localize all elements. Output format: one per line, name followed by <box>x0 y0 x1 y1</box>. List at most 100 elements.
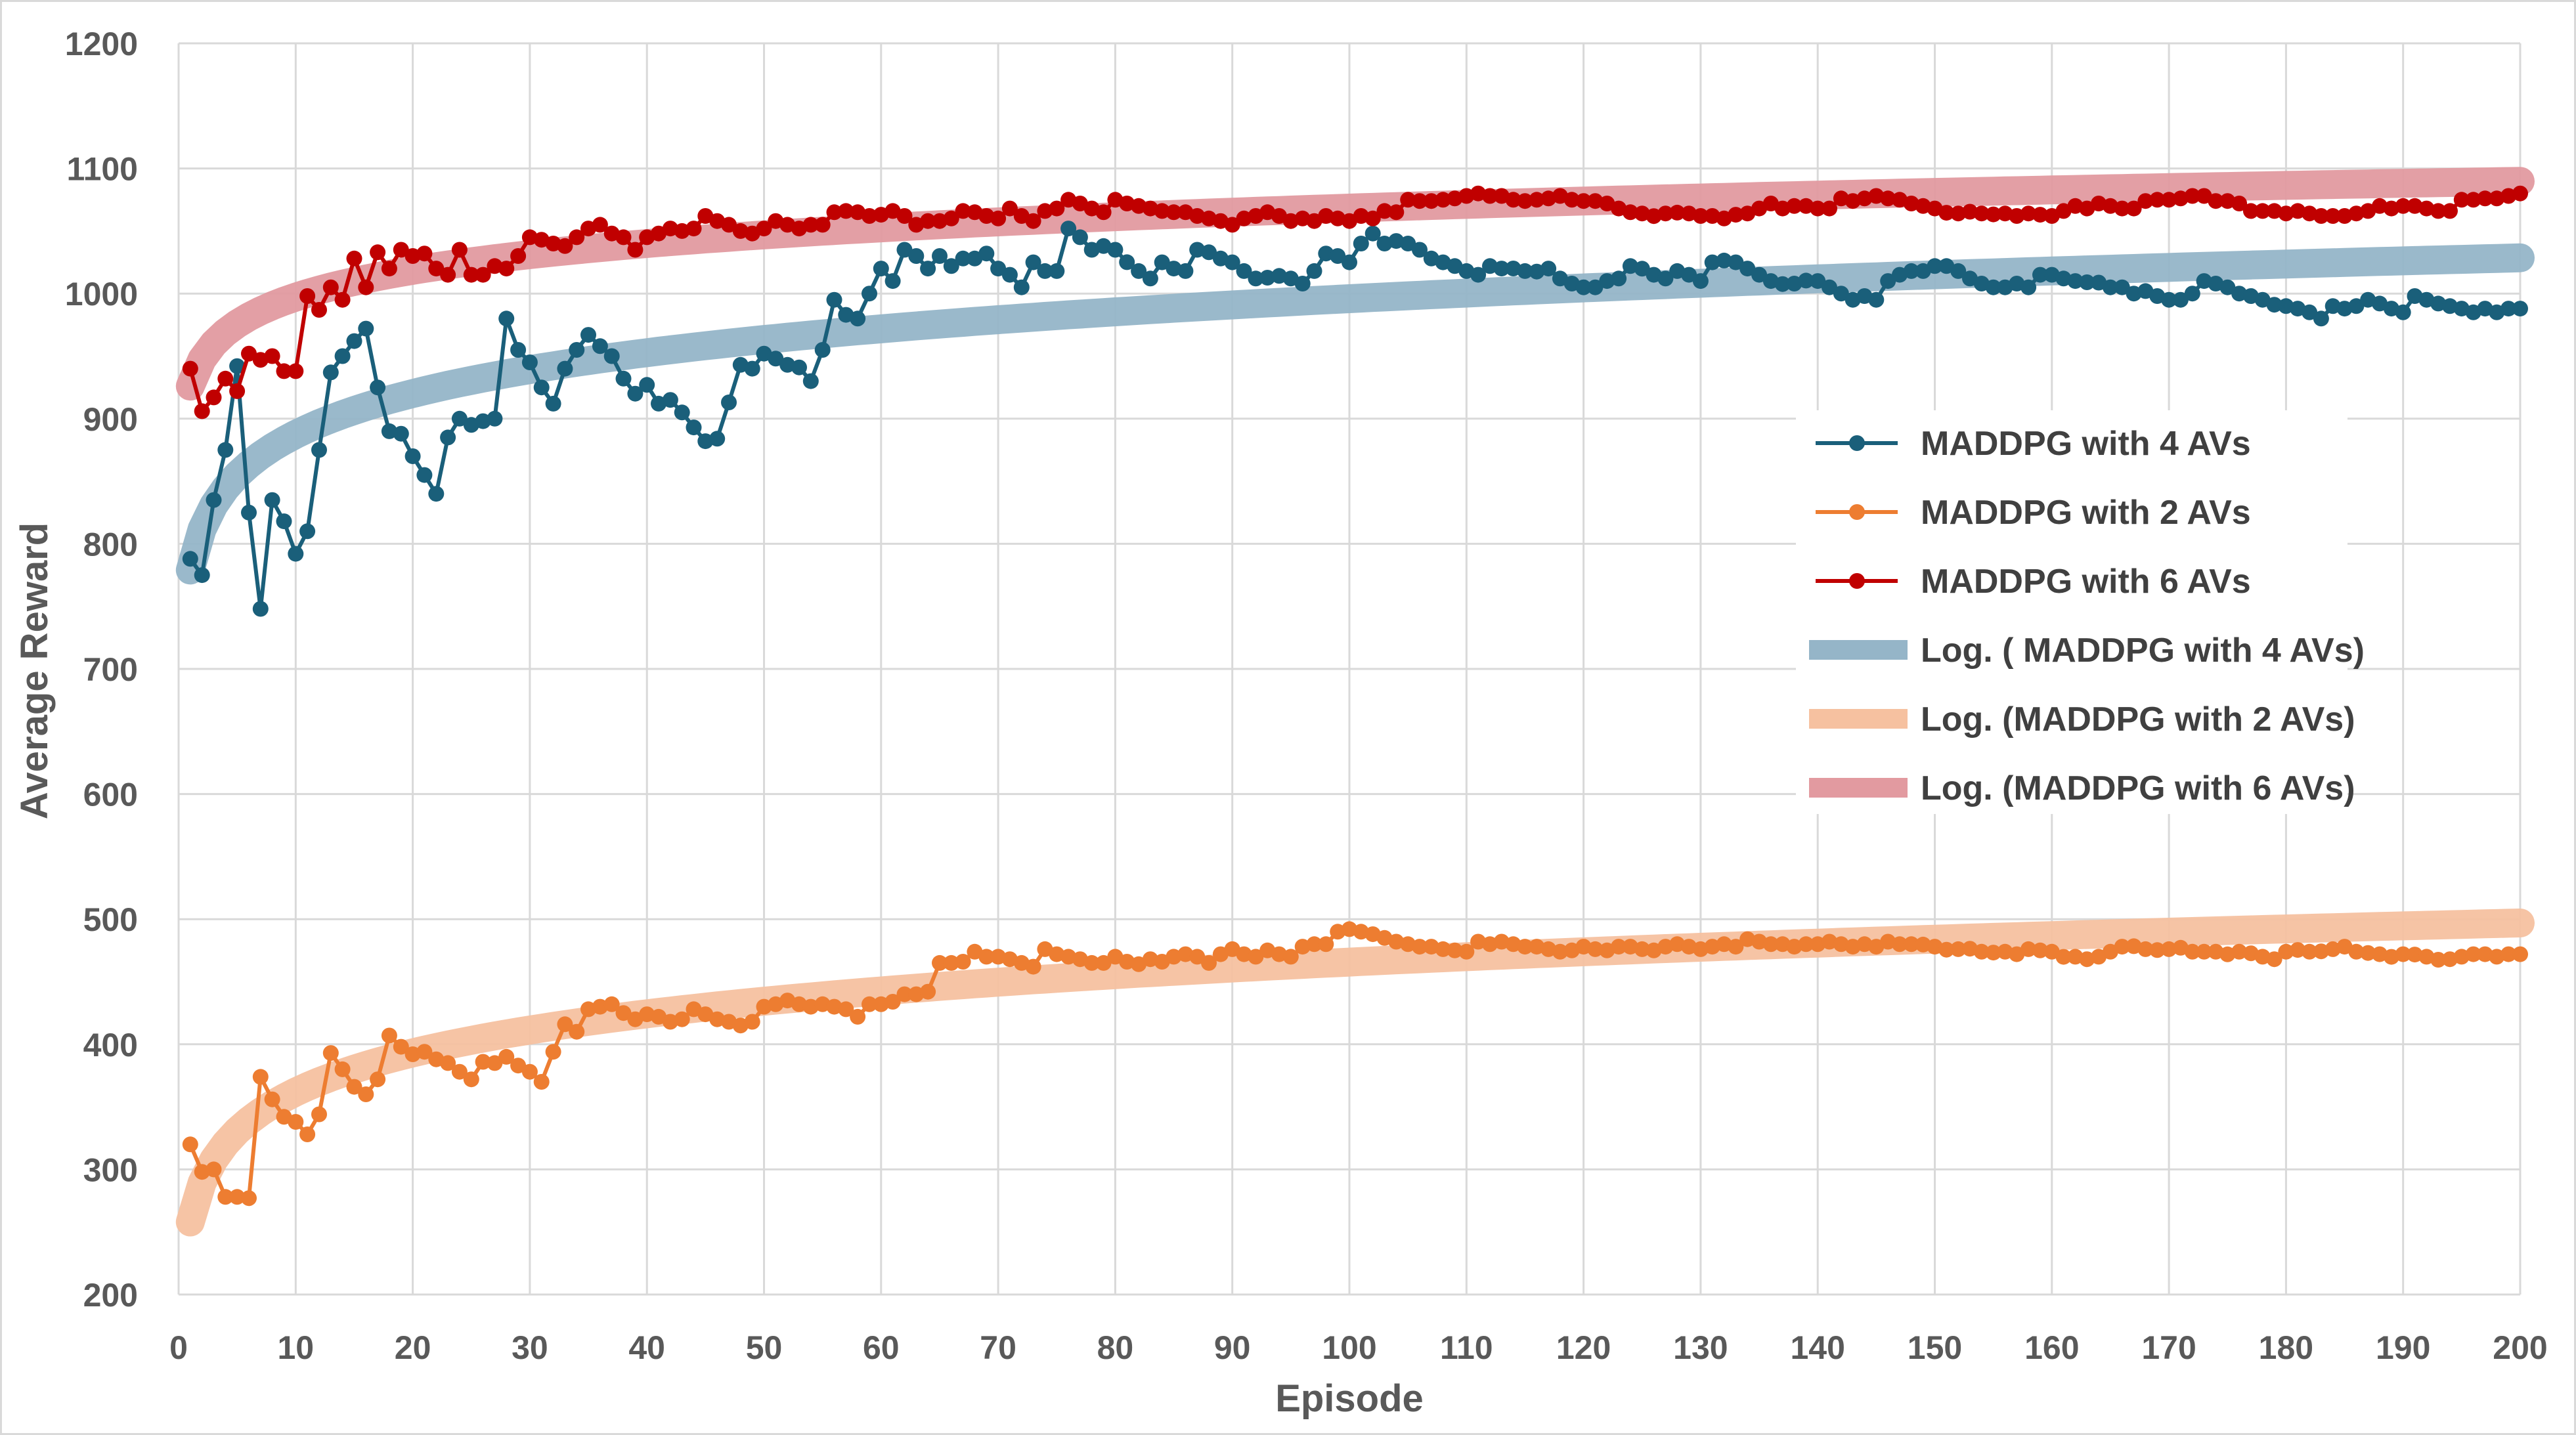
data-point <box>2126 200 2142 217</box>
data-point <box>2465 946 2481 962</box>
data-point <box>1142 200 1158 217</box>
data-point <box>2208 943 2224 960</box>
data-point <box>908 248 925 264</box>
data-point <box>1353 236 1369 251</box>
data-point <box>1575 279 1592 295</box>
data-point <box>2254 949 2271 965</box>
data-point <box>838 203 854 219</box>
y-tick-label: 300 <box>83 1151 138 1188</box>
data-point <box>2137 193 2154 209</box>
data-point <box>674 1011 690 1027</box>
data-point <box>1540 261 1557 277</box>
x-tick-label: 30 <box>512 1329 548 1366</box>
legend-background <box>1796 410 2347 814</box>
data-point <box>1774 276 1791 292</box>
data-point <box>2231 196 2248 211</box>
data-point <box>603 348 620 364</box>
legend-entry: Log. (MADDPG with 2 AVs) <box>1809 700 2355 739</box>
data-point <box>1458 188 1475 204</box>
data-point <box>1822 200 1837 217</box>
data-point <box>288 1114 304 1130</box>
legend-entry: MADDPG with 4 AVs <box>1816 425 2251 463</box>
data-point <box>381 261 397 277</box>
data-point <box>2313 208 2329 224</box>
data-point <box>1950 263 1967 279</box>
data-point <box>580 1001 596 1017</box>
data-point <box>2149 192 2166 208</box>
data-point <box>1060 221 1077 237</box>
y-tick-label: 200 <box>83 1277 138 1314</box>
data-point <box>1634 261 1650 277</box>
data-point <box>311 442 327 458</box>
data-point <box>521 1063 538 1080</box>
data-point <box>370 1071 386 1088</box>
data-point <box>206 389 222 406</box>
data-point <box>2442 951 2458 968</box>
data-point <box>2137 941 2154 957</box>
data-point <box>2161 941 2177 957</box>
data-point <box>557 238 573 254</box>
data-point <box>920 261 936 277</box>
data-point <box>1201 210 1217 226</box>
data-point <box>2336 301 2353 317</box>
data-point <box>955 954 971 970</box>
data-point <box>732 223 749 239</box>
data-point <box>1669 204 1686 221</box>
data-point <box>276 513 292 530</box>
data-point <box>2325 208 2341 224</box>
data-point <box>697 433 714 450</box>
data-point <box>1552 943 1568 960</box>
legend-label: Log. (MADDPG with 6 AVs) <box>1921 769 2355 807</box>
data-point <box>1692 208 1709 224</box>
data-point <box>1095 954 1112 971</box>
data-point <box>182 1136 198 1153</box>
data-point <box>2219 193 2236 209</box>
data-point <box>651 225 666 242</box>
data-point <box>1154 203 1170 219</box>
data-point <box>615 370 632 387</box>
data-point <box>1330 248 1346 264</box>
data-point <box>358 1086 374 1102</box>
data-point <box>1892 936 1908 953</box>
data-point <box>802 217 819 233</box>
data-point <box>1634 941 1650 957</box>
data-point <box>229 1189 246 1205</box>
data-point <box>2266 203 2282 219</box>
data-point <box>393 1039 409 1055</box>
data-point <box>990 210 1007 226</box>
data-point <box>1950 941 1967 957</box>
data-point <box>1342 254 1357 270</box>
data-point <box>1868 939 1885 955</box>
data-point <box>299 523 316 540</box>
data-point <box>288 546 304 562</box>
legend-label: MADDPG with 6 AVs <box>1921 563 2251 601</box>
data-point <box>1739 931 1756 947</box>
data-point <box>1189 949 1206 965</box>
data-point <box>1774 936 1791 953</box>
data-point <box>182 360 198 377</box>
data-point <box>2032 942 2048 958</box>
data-point <box>1798 198 1814 214</box>
data-point <box>1985 279 2001 295</box>
data-point <box>791 996 807 1012</box>
x-tick-label: 200 <box>2493 1329 2547 1366</box>
data-point <box>194 567 210 584</box>
data-point <box>1435 941 1451 957</box>
data-point <box>2067 273 2084 289</box>
data-point <box>1563 192 1580 208</box>
data-point <box>1072 229 1088 246</box>
data-point <box>416 1044 433 1060</box>
data-point <box>2231 286 2248 302</box>
data-point <box>1856 190 1873 207</box>
data-point <box>1739 205 1756 222</box>
y-tick-label: 1200 <box>65 26 138 62</box>
x-tick-label: 160 <box>2024 1329 2079 1366</box>
data-point <box>2372 198 2388 214</box>
data-point <box>2348 205 2365 222</box>
data-point <box>1189 242 1206 258</box>
data-point <box>2407 198 2423 214</box>
data-point <box>920 983 936 1000</box>
data-point <box>814 217 831 233</box>
data-point <box>2184 286 2200 302</box>
